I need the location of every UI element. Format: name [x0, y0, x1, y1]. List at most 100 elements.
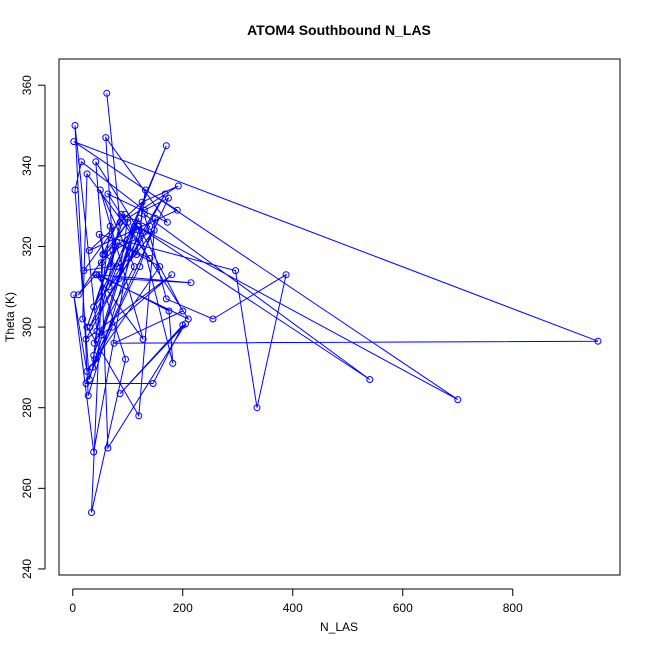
data-point [70, 138, 78, 146]
data-point [90, 303, 98, 311]
data-point [113, 263, 121, 271]
data-point [84, 392, 92, 400]
data-point [454, 396, 462, 404]
y-tick-label: 340 [20, 155, 34, 175]
data-point [116, 390, 124, 398]
data-point [149, 380, 157, 387]
y-tick-label: 280 [20, 397, 34, 417]
series-layer [70, 89, 602, 516]
data-point [164, 194, 172, 202]
y-tick-label: 320 [20, 236, 34, 256]
data-point [90, 448, 98, 456]
data-point [146, 222, 154, 230]
data-point [92, 158, 100, 166]
data-point [104, 190, 112, 198]
data-point [70, 291, 78, 299]
data-point [83, 170, 91, 178]
data-point [79, 315, 87, 323]
data-point [122, 355, 129, 363]
data-point [99, 251, 107, 258]
x-axis-ticks: 0 200 400 600 800 [69, 589, 523, 615]
data-point [82, 335, 90, 343]
data-point [95, 230, 103, 238]
data-point [187, 279, 195, 287]
data-point [106, 263, 114, 271]
data-point [165, 307, 173, 315]
y-tick-label: 240 [20, 559, 34, 579]
data-point [135, 412, 143, 420]
data-point [96, 186, 104, 194]
series-line [73, 93, 599, 513]
data-point [90, 339, 98, 347]
data-point [232, 267, 239, 275]
data-point [124, 214, 132, 222]
data-point [150, 226, 158, 234]
data-point [135, 222, 143, 230]
data-point [90, 351, 98, 359]
data-point [133, 251, 141, 258]
data-point [282, 271, 290, 279]
y-tick-label: 360 [20, 75, 34, 95]
x-tick-label: 200 [173, 601, 193, 615]
x-tick-label: 800 [503, 601, 523, 615]
data-point [124, 218, 132, 226]
data-point [88, 509, 95, 516]
y-axis-ticks: 240 260 280 300 320 340 360 [20, 75, 45, 579]
data-point [162, 295, 170, 303]
plot-frame [58, 58, 621, 576]
y-tick-label: 300 [20, 317, 34, 337]
x-tick-label: 0 [69, 601, 76, 615]
data-point [253, 404, 261, 412]
data-point [594, 337, 602, 345]
data-point [173, 206, 181, 214]
data-point [71, 122, 79, 129]
data-point [151, 214, 159, 222]
data-point [162, 142, 170, 150]
data-point [141, 186, 149, 194]
data-point [168, 271, 176, 279]
data-point [182, 320, 189, 328]
data-point [71, 186, 79, 194]
data-point [113, 238, 121, 246]
data-point [139, 335, 147, 343]
data-point [156, 263, 164, 271]
data-point [146, 255, 154, 262]
data-point [136, 263, 144, 271]
data-point [209, 315, 217, 323]
data-point [169, 359, 177, 367]
data-point [174, 182, 182, 190]
data-point [93, 327, 101, 335]
data-point [91, 355, 99, 363]
data-point [89, 363, 97, 371]
data-point [83, 367, 91, 375]
data-point [85, 376, 93, 383]
data-point [78, 158, 85, 166]
data-point [105, 283, 113, 291]
y-tick-label: 260 [20, 478, 34, 498]
data-point [135, 214, 143, 222]
data-point [109, 247, 117, 254]
data-point [80, 267, 88, 275]
data-point [102, 134, 110, 142]
chart-title: ATOM4 Southbound N_LAS [247, 22, 431, 38]
data-point [140, 206, 148, 214]
data-point [117, 210, 125, 218]
x-tick-label: 400 [283, 601, 303, 615]
data-point [140, 210, 148, 218]
data-point [103, 89, 111, 97]
data-point [85, 247, 93, 254]
data-point [104, 444, 112, 452]
data-point [83, 323, 91, 331]
data-point [366, 376, 374, 383]
data-point [86, 323, 94, 331]
x-axis-label: N_LAS [320, 620, 358, 634]
data-point [129, 226, 137, 234]
data-point [130, 222, 138, 230]
x-tick-label: 600 [393, 601, 413, 615]
data-point [110, 339, 118, 347]
data-point [97, 259, 105, 267]
data-point [115, 275, 123, 283]
data-point [95, 271, 103, 279]
data-point [108, 323, 116, 331]
